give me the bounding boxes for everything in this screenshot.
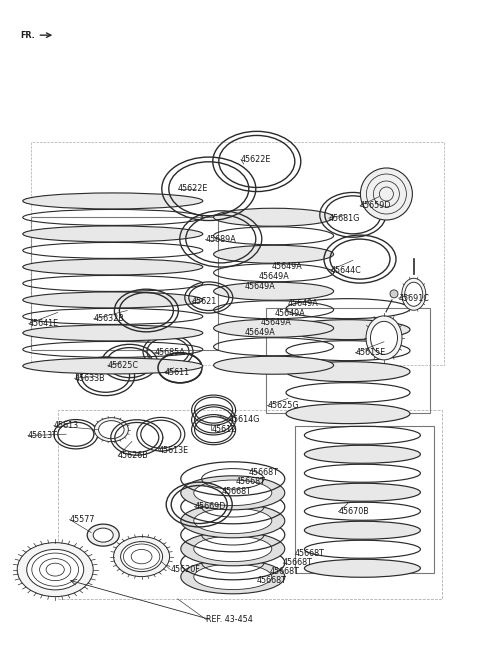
- Text: 45668T: 45668T: [282, 558, 312, 567]
- Ellipse shape: [286, 320, 410, 340]
- Text: 45649A: 45649A: [275, 309, 305, 318]
- Ellipse shape: [194, 564, 272, 590]
- Ellipse shape: [93, 528, 113, 542]
- Ellipse shape: [27, 549, 84, 590]
- Text: 45641E: 45641E: [29, 319, 59, 328]
- Ellipse shape: [360, 168, 412, 220]
- Ellipse shape: [214, 283, 334, 300]
- Ellipse shape: [17, 543, 93, 596]
- Ellipse shape: [304, 445, 420, 464]
- Ellipse shape: [390, 290, 398, 298]
- Text: 45685A: 45685A: [155, 348, 185, 357]
- Text: 45644C: 45644C: [330, 266, 361, 275]
- Text: 45622E: 45622E: [241, 155, 271, 164]
- Text: 45681G: 45681G: [329, 214, 360, 223]
- Text: 45649A: 45649A: [271, 262, 302, 271]
- Ellipse shape: [214, 319, 334, 337]
- Ellipse shape: [194, 508, 272, 534]
- Text: 45622E: 45622E: [178, 184, 208, 193]
- Text: 45615E: 45615E: [355, 348, 385, 357]
- Text: 45668T: 45668T: [235, 477, 265, 486]
- Text: FR.: FR.: [20, 31, 35, 40]
- Ellipse shape: [214, 356, 334, 374]
- Ellipse shape: [23, 259, 203, 275]
- Ellipse shape: [120, 542, 163, 572]
- Text: 45625C: 45625C: [108, 361, 139, 370]
- Text: 45649A: 45649A: [245, 328, 276, 337]
- Ellipse shape: [23, 193, 203, 209]
- Text: 45649A: 45649A: [260, 318, 291, 327]
- Ellipse shape: [23, 325, 203, 341]
- Ellipse shape: [286, 404, 410, 424]
- Text: 45668T: 45668T: [270, 567, 300, 576]
- Text: 45649A: 45649A: [245, 282, 276, 291]
- Ellipse shape: [304, 559, 420, 577]
- Text: 45668T: 45668T: [222, 487, 252, 496]
- Ellipse shape: [23, 358, 203, 374]
- Ellipse shape: [402, 278, 426, 311]
- Text: 45668T: 45668T: [257, 576, 287, 585]
- Text: 45613T: 45613T: [28, 431, 58, 440]
- Text: 45649A: 45649A: [288, 299, 319, 308]
- Ellipse shape: [371, 322, 397, 354]
- Text: 45620F: 45620F: [170, 565, 200, 574]
- Text: 45611: 45611: [164, 368, 189, 377]
- Text: 45691C: 45691C: [398, 294, 429, 303]
- Text: 45649A: 45649A: [258, 272, 289, 281]
- Text: 45577: 45577: [70, 515, 95, 524]
- Text: 45659D: 45659D: [360, 201, 392, 210]
- Ellipse shape: [214, 208, 334, 227]
- Text: REF. 43-454: REF. 43-454: [206, 615, 253, 624]
- Text: 45689A: 45689A: [205, 235, 236, 244]
- Text: 45625G: 45625G: [267, 401, 299, 410]
- Ellipse shape: [194, 536, 272, 562]
- Ellipse shape: [214, 245, 334, 263]
- Ellipse shape: [23, 226, 203, 242]
- Ellipse shape: [366, 316, 402, 360]
- Ellipse shape: [114, 536, 169, 577]
- Ellipse shape: [181, 532, 285, 566]
- Ellipse shape: [98, 421, 124, 439]
- Text: 45614G: 45614G: [228, 415, 260, 424]
- Text: 45632B: 45632B: [94, 314, 124, 324]
- Text: 45613E: 45613E: [158, 446, 189, 455]
- Ellipse shape: [405, 283, 423, 306]
- Ellipse shape: [181, 504, 285, 538]
- Ellipse shape: [194, 480, 272, 506]
- Text: 45626B: 45626B: [118, 451, 149, 460]
- Text: 45668T: 45668T: [249, 468, 278, 477]
- Ellipse shape: [304, 483, 420, 501]
- Ellipse shape: [181, 476, 285, 510]
- Ellipse shape: [181, 560, 285, 594]
- Ellipse shape: [304, 521, 420, 539]
- Ellipse shape: [23, 292, 203, 308]
- Text: 45668T: 45668T: [294, 549, 324, 558]
- Text: 45613: 45613: [54, 421, 79, 430]
- Text: 45670B: 45670B: [338, 507, 369, 516]
- Ellipse shape: [286, 362, 410, 381]
- Text: 45669D: 45669D: [194, 502, 226, 511]
- Ellipse shape: [95, 418, 128, 441]
- Text: 45621: 45621: [192, 297, 217, 306]
- Text: 45633B: 45633B: [74, 374, 105, 383]
- Ellipse shape: [87, 524, 119, 546]
- Text: 45612: 45612: [211, 425, 237, 434]
